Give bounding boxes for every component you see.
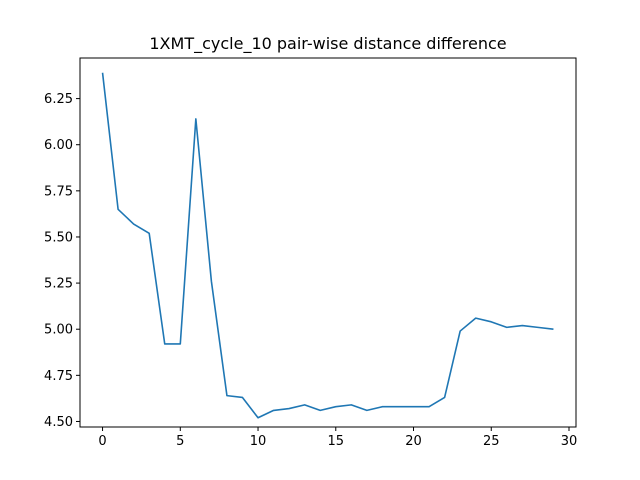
- y-tick-label: 5.25: [44, 277, 73, 292]
- y-tick-label: 5.75: [44, 184, 73, 199]
- y-tick-label: 5.50: [44, 230, 73, 245]
- y-tick-label: 6.00: [44, 138, 73, 153]
- x-tick-label: 25: [483, 434, 500, 449]
- x-tick-label: 0: [98, 434, 106, 449]
- x-tick-label: 30: [561, 434, 578, 449]
- y-tick-label: 4.75: [44, 369, 73, 384]
- x-tick-label: 10: [250, 434, 267, 449]
- y-tick-label: 4.50: [44, 415, 73, 430]
- y-axis: 4.50 4.75 5.00 5.25 5.50 5.75 6.00 6.25: [44, 92, 80, 430]
- x-tick-label: 15: [328, 434, 345, 449]
- series-line: [101, 72, 554, 419]
- chart-title: 1XMT_cycle_10 pair-wise distance differe…: [149, 34, 506, 54]
- y-tick-label: 6.25: [44, 92, 73, 107]
- x-tick-label: 5: [176, 434, 184, 449]
- x-axis: 0 5 10 15 20 25 30: [98, 427, 577, 449]
- x-tick-label: 20: [405, 434, 422, 449]
- y-tick-label: 5.00: [44, 323, 73, 338]
- plot-frame: [79, 57, 577, 428]
- series-layer: [101, 72, 554, 419]
